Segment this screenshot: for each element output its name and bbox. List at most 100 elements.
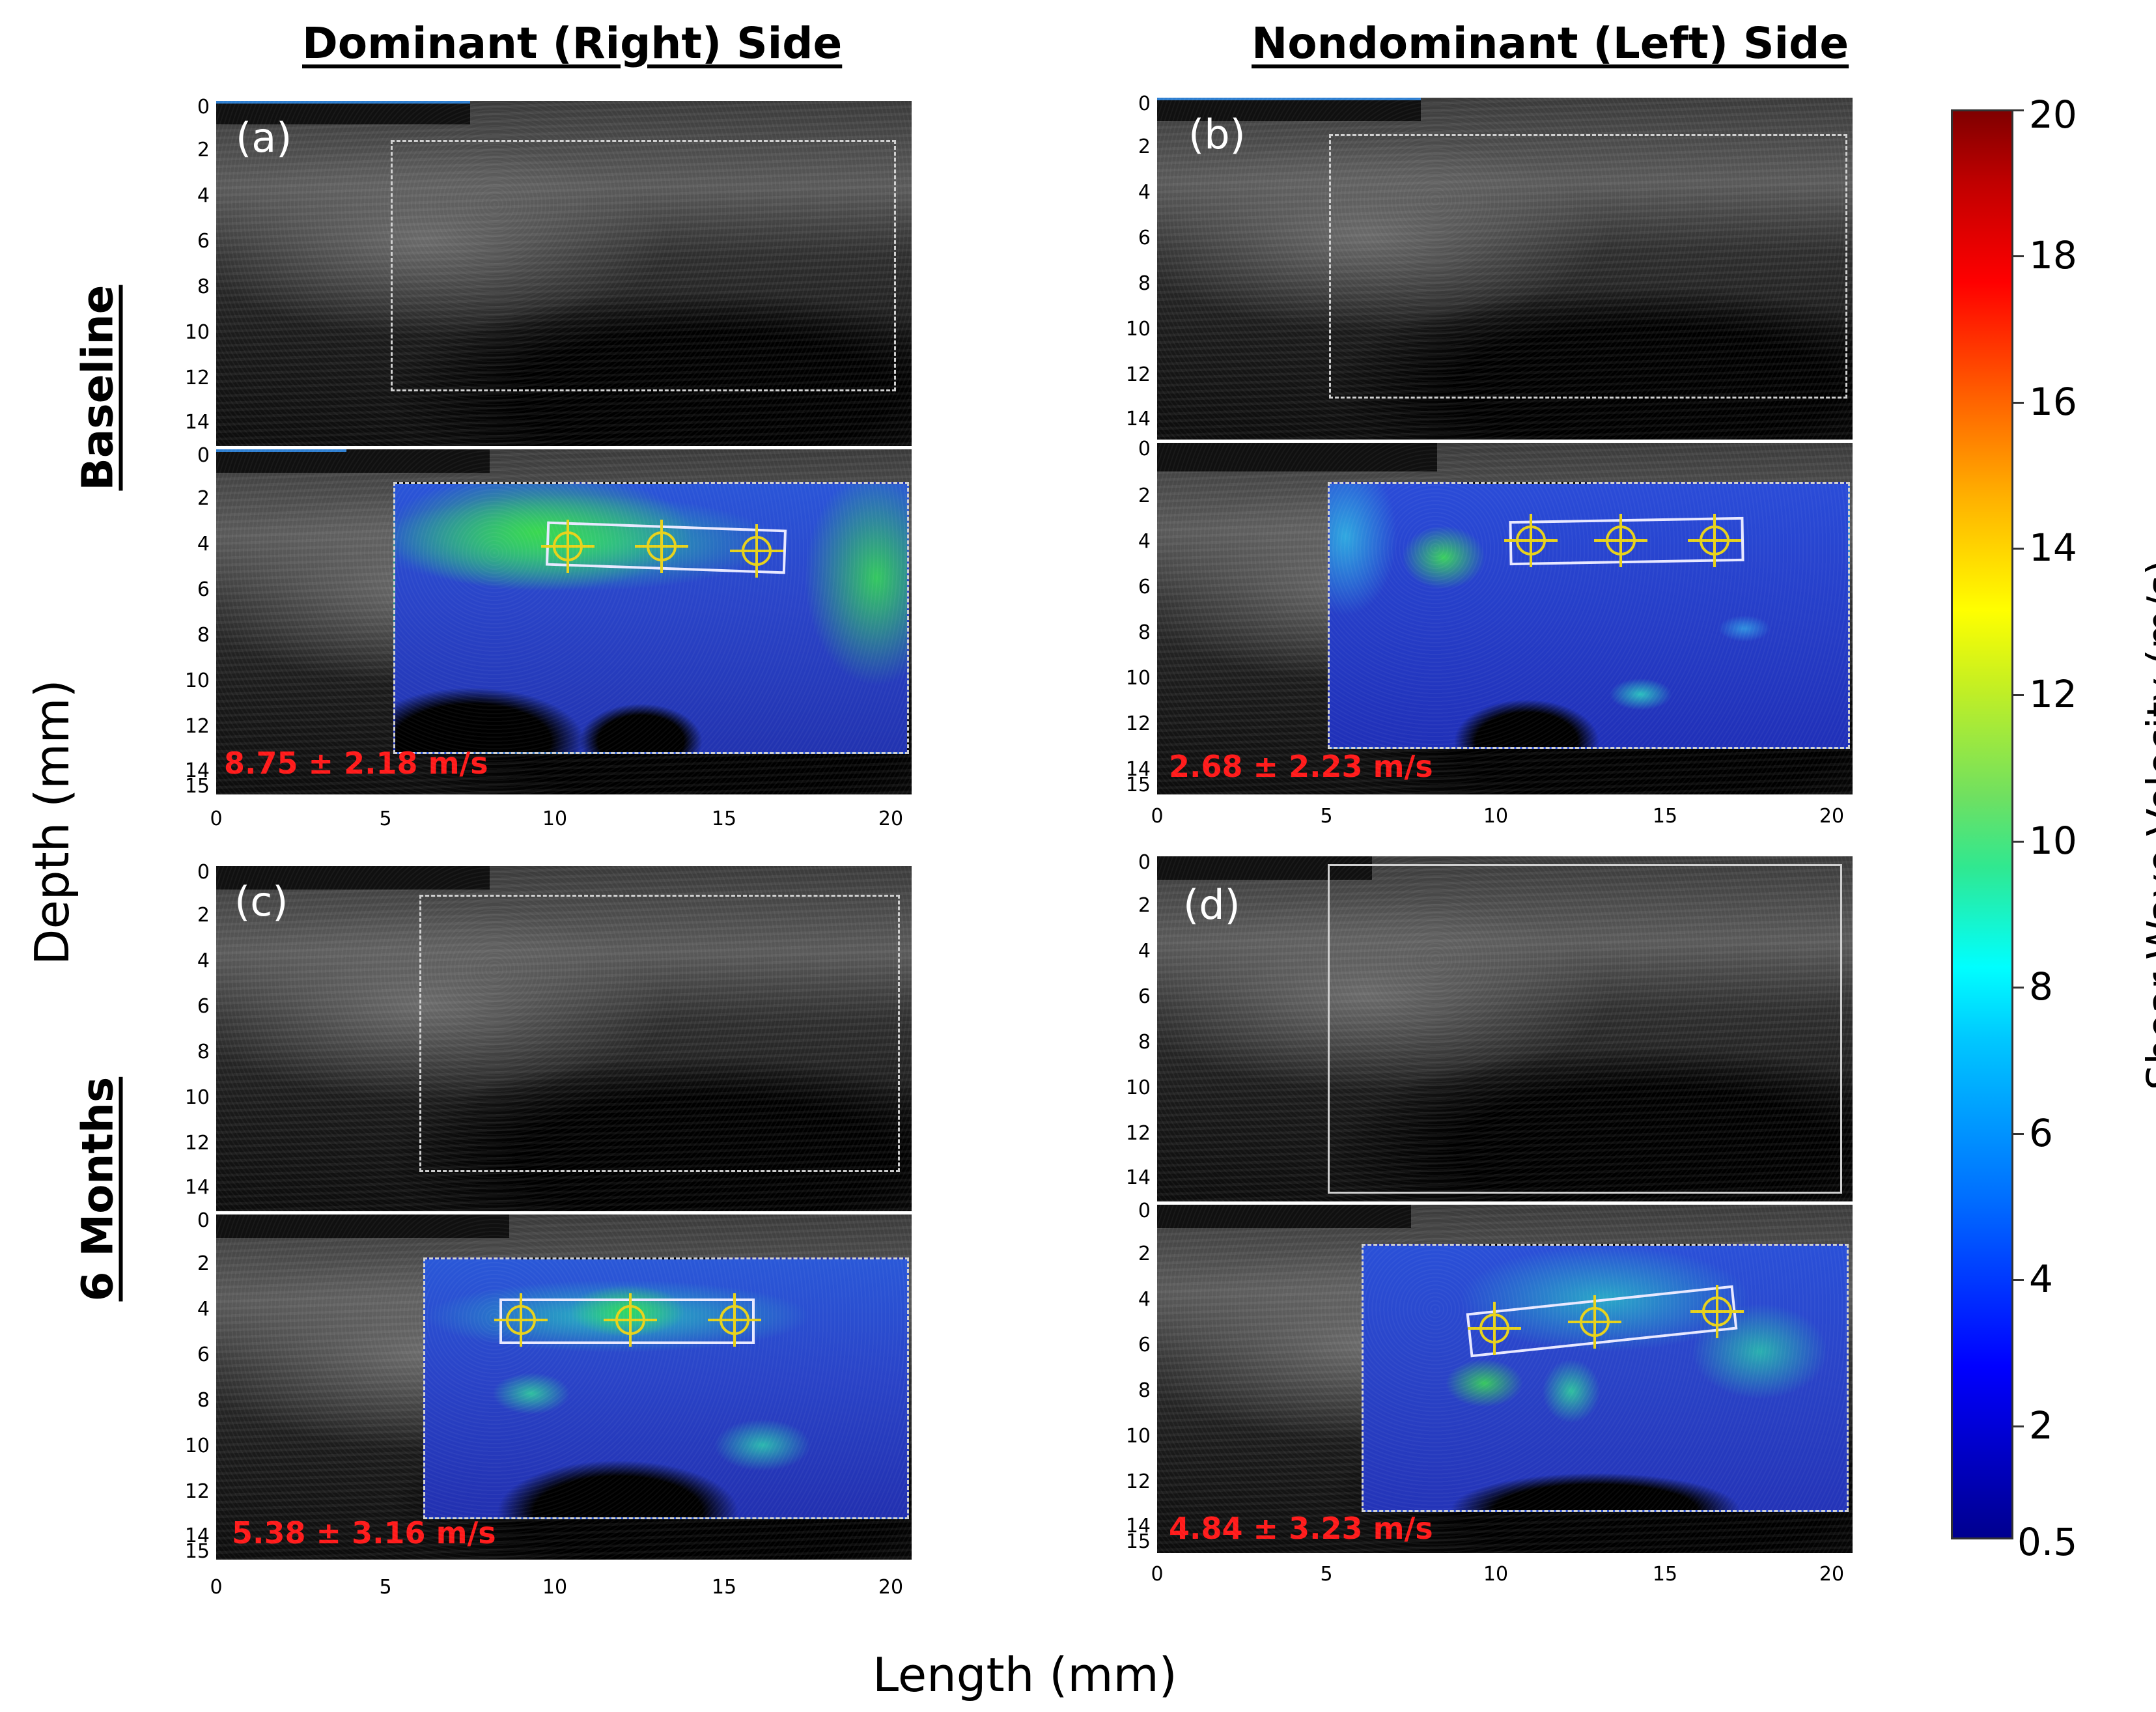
panel-c-bmode-image: (c) <box>216 866 912 1211</box>
measurement-roi <box>1466 1285 1738 1358</box>
measurement-marker <box>730 524 783 578</box>
colorbar-tick-label: 16 <box>2029 380 2077 424</box>
y-tick: 4 <box>1138 1288 1151 1311</box>
y-tick: 10 <box>1125 1425 1151 1448</box>
y-tick: 6 <box>1138 227 1151 249</box>
nondominant-side-header: Nondominant (Left) Side <box>1252 18 1849 68</box>
panel-c-letter: (c) <box>234 878 288 925</box>
panel-c-bmode-y-ticks: 0 2 4 6 8 10 12 14 <box>176 861 210 1211</box>
panel-d-measurement: 4.84 ± 3.23 m/s <box>1169 1511 1433 1546</box>
panel-a-elastography-image: 8.75 ± 2.18 m/s <box>216 449 912 794</box>
panel-d-x-ticks: 0 5 10 15 20 <box>1151 1563 1853 1589</box>
y-tick: 14 <box>184 759 210 782</box>
scanner-topbar <box>216 866 490 890</box>
x-tick: 20 <box>878 807 904 830</box>
shear-wave-map <box>423 1257 909 1519</box>
y-tick: 12 <box>184 1480 210 1503</box>
y-tick: 14 <box>184 411 210 434</box>
y-tick: 15 <box>184 775 210 798</box>
y-tick: 8 <box>1138 272 1151 295</box>
colorbar-tick-mark <box>2013 1133 2024 1135</box>
panel-a-bmode-y-ticks: 0 2 4 6 8 10 12 14 <box>176 96 210 446</box>
panel-a-measurement: 8.75 ± 2.18 m/s <box>224 746 488 781</box>
x-tick: 15 <box>1652 805 1678 828</box>
measurement-marker <box>1594 514 1647 567</box>
y-tick: 8 <box>1138 621 1151 644</box>
panel-c-measurement: 5.38 ± 3.16 m/s <box>232 1515 496 1551</box>
scanner-topline <box>216 449 346 452</box>
dominant-side-header: Dominant (Right) Side <box>302 18 843 68</box>
y-tick: 6 <box>1138 985 1151 1008</box>
colorbar-tick-mark <box>2013 548 2024 550</box>
baseline-row-label: Baseline <box>72 285 123 491</box>
panel-c-elastography-image: 5.38 ± 3.16 m/s <box>216 1214 912 1560</box>
y-tick: 2 <box>1138 484 1151 507</box>
x-tick: 20 <box>1819 805 1845 828</box>
roi-box <box>1328 864 1842 1194</box>
panel-b-letter: (b) <box>1188 111 1246 158</box>
x-tick: 5 <box>1320 805 1333 828</box>
panel-a-x-ticks: 0 5 10 15 20 <box>210 807 912 834</box>
panel-a-bmode-image: (a) <box>216 101 912 446</box>
colorbar-tick-label: 20 <box>2029 92 2077 137</box>
roi-box <box>1329 134 1847 399</box>
six-months-row-label: 6 Months <box>72 1076 123 1302</box>
y-tick: 14 <box>1125 1166 1151 1189</box>
colorbar-tick-label: 2 <box>2029 1403 2053 1448</box>
y-tick: 12 <box>184 715 210 738</box>
y-tick: 6 <box>1138 576 1151 598</box>
y-tick: 10 <box>184 321 210 344</box>
y-tick: 4 <box>1138 940 1151 962</box>
y-tick: 2 <box>197 1252 210 1275</box>
scanner-topbar <box>1157 1205 1411 1228</box>
panel-b-elasto-y-ticks: 0 2 4 6 8 10 12 14 15 <box>1117 438 1151 796</box>
y-tick: 4 <box>1138 181 1151 204</box>
shear-wave-map <box>1362 1244 1849 1512</box>
measurement-roi <box>499 1298 755 1344</box>
panel-d-bmode-image: (d) <box>1157 856 1853 1201</box>
y-tick: 0 <box>1138 438 1151 460</box>
scanner-topline <box>1157 98 1421 100</box>
x-tick: 0 <box>210 807 223 830</box>
y-tick: 10 <box>184 1086 210 1109</box>
y-tick: 8 <box>197 624 210 647</box>
shear-wave-colorbar <box>1951 109 2013 1539</box>
y-tick: 10 <box>184 1435 210 1457</box>
length-axis-label: Length (mm) <box>873 1648 1177 1702</box>
y-tick: 14 <box>1125 1515 1151 1537</box>
y-tick: 0 <box>1138 1200 1151 1222</box>
colorbar-tick-mark <box>2013 109 2024 111</box>
y-tick: 12 <box>184 1132 210 1155</box>
y-tick: 0 <box>197 861 210 884</box>
y-tick: 10 <box>1125 318 1151 341</box>
panel-b-bmode-image: (b) <box>1157 98 1853 440</box>
y-tick: 12 <box>1125 1122 1151 1145</box>
colorbar-tick-label: 18 <box>2029 233 2077 277</box>
y-tick: 15 <box>1125 774 1151 796</box>
x-tick: 20 <box>1819 1563 1845 1586</box>
y-tick: 12 <box>1125 363 1151 386</box>
x-tick: 20 <box>878 1576 904 1599</box>
y-tick: 2 <box>1138 135 1151 158</box>
x-tick: 15 <box>711 807 737 830</box>
roi-box <box>419 895 900 1172</box>
y-tick: 6 <box>1138 1334 1151 1356</box>
colorbar-tick-mark <box>2013 1425 2024 1427</box>
colorbar-tick-mark <box>2013 841 2024 843</box>
panel-d-elasto-y-ticks: 0 2 4 6 8 10 12 14 15 <box>1117 1200 1151 1553</box>
colorbar-tick-mark <box>2013 255 2024 257</box>
y-tick: 4 <box>1138 530 1151 553</box>
y-tick: 8 <box>1138 1031 1151 1054</box>
measurement-marker <box>604 1293 657 1347</box>
scanner-topbar <box>1157 98 1421 121</box>
measurement-marker <box>541 520 595 573</box>
panel-b-bmode-y-ticks: 0 2 4 6 8 10 12 14 <box>1117 92 1151 440</box>
y-tick: 14 <box>184 1524 210 1547</box>
x-tick: 10 <box>1483 1563 1509 1586</box>
panel-c-x-ticks: 0 5 10 15 20 <box>210 1576 912 1602</box>
y-tick: 8 <box>197 1041 210 1063</box>
y-tick: 6 <box>197 995 210 1018</box>
measurement-marker <box>1468 1302 1521 1355</box>
y-tick: 6 <box>197 1343 210 1366</box>
y-tick: 0 <box>197 444 210 467</box>
